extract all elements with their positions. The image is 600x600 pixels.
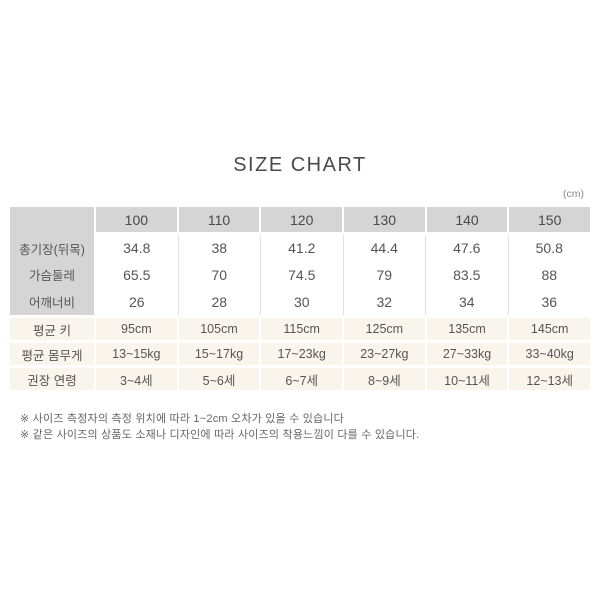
value-cell: 135cm: [426, 318, 508, 340]
table-row-average-weight: 평균 몸무게 13~15kg 15~17kg 17~23kg 23~27kg 2…: [10, 343, 591, 365]
value-cell: 79: [342, 261, 426, 289]
row-label-average-weight: 평균 몸무게: [10, 343, 94, 365]
value-cell: 41.2: [260, 235, 343, 262]
footnotes: ※ 사이즈 측정자의 측정 위치에 따라 1~2cm 오차가 있을 수 있습니다…: [20, 411, 580, 443]
value-cell: 83.5: [425, 261, 508, 289]
value-cell: 145cm: [509, 318, 591, 340]
table-row-chest: 65.5 70 74.5 79 83.5 88: [96, 261, 591, 289]
value-cell: 105cm: [178, 318, 260, 340]
value-cell: 44.4: [342, 235, 426, 262]
label-column: 총기장(뒤목) 가슴둘레 어깨너비: [10, 207, 94, 315]
value-cell: 65.5: [123, 267, 151, 283]
value-cell: 6~7세: [261, 368, 343, 390]
value-cell: 8~9세: [344, 368, 425, 390]
value-cell: 74.5: [260, 261, 343, 289]
value-cell: 95cm: [96, 318, 177, 340]
value-cell: 27~33kg: [426, 343, 508, 365]
value-cell: 38: [177, 235, 261, 262]
unit-label: (cm): [563, 188, 584, 200]
size-col-header: 110: [178, 207, 260, 232]
value-cell: 15~17kg: [178, 343, 260, 365]
table-row-average-height: 평균 키 95cm 105cm 115cm 125cm 135cm 145cm: [10, 318, 591, 340]
value-cell: 34.8: [123, 240, 151, 257]
row-label-average-height: 평균 키: [10, 318, 94, 340]
row-label-recommended-age: 권장 연령: [10, 368, 94, 390]
table-row-shoulder: 26 28 30 32 34 36: [96, 288, 591, 316]
value-cell: 50.8: [507, 235, 591, 262]
measurement-section: 34.8 38 41.2 44.4 47.6 50.8 65.5 70 74.5…: [96, 235, 591, 316]
footnote-measurement-tolerance: ※ 사이즈 측정자의 측정 위치에 따라 1~2cm 오차가 있을 수 있습니다: [20, 413, 344, 425]
value-cell: 115cm: [261, 318, 343, 340]
value-cell: 33~40kg: [509, 343, 591, 365]
value-cell: 5~6세: [178, 368, 260, 390]
size-col-header: 140: [426, 207, 508, 232]
size-chart-table: 총기장(뒤목) 가슴둘레 어깨너비 100 110 120 130 140 15…: [10, 207, 591, 390]
value-cell: 12~13세: [509, 368, 591, 390]
value-cell: 70: [177, 261, 261, 289]
value-cell: 88: [507, 261, 591, 289]
page-title: SIZE CHART: [233, 154, 367, 176]
row-label-chest: 가슴둘레: [28, 269, 75, 284]
header-corner-cell: [10, 207, 94, 235]
size-col-header: 150: [509, 207, 591, 232]
value-cell: 13~15kg: [96, 343, 177, 365]
size-col-header: 130: [344, 207, 425, 232]
value-cell: 3~4세: [96, 368, 177, 390]
value-cell: 34: [425, 288, 508, 316]
table-row-recommended-age: 권장 연령 3~4세 5~6세 6~7세 8~9세 10~11세 12~13세: [10, 368, 591, 390]
value-cell: 17~23kg: [261, 343, 343, 365]
value-cell: 47.6: [425, 235, 508, 262]
value-cell: 30: [260, 288, 343, 316]
row-label-total-length: 총기장(뒤목): [19, 242, 85, 257]
info-section: 평균 키 95cm 105cm 115cm 125cm 135cm 145cm …: [10, 318, 591, 390]
value-cell: 125cm: [344, 318, 425, 340]
table-row-total-length: 34.8 38 41.2 44.4 47.6 50.8: [96, 235, 590, 262]
value-cell: 23~27kg: [344, 343, 425, 365]
value-cell: 10~11세: [426, 368, 508, 390]
size-header-row: 100 110 120 130 140 150: [96, 207, 591, 232]
footnote-fit-difference: ※ 같은 사이즈의 상품도 소재나 디자인에 따라 사이즈의 착용느낌이 다를 …: [20, 429, 420, 441]
value-cell: 36: [507, 288, 591, 316]
size-col-header: 120: [261, 207, 343, 232]
value-cell: 28: [177, 288, 261, 316]
value-cell: 32: [342, 288, 426, 316]
value-cell: 26: [128, 293, 145, 310]
row-label-shoulder: 어깨너비: [28, 295, 75, 310]
size-col-header: 100: [96, 207, 177, 232]
